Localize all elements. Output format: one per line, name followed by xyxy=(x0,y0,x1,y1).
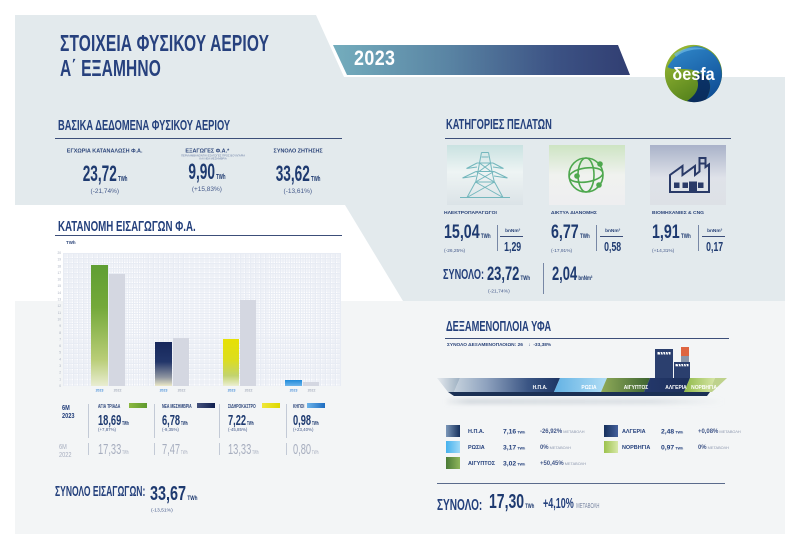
svg-text:Η.Π.Α.: Η.Π.Α. xyxy=(533,385,548,391)
svg-text:ΑΙΓΥΠΤΟΣ: ΑΙΓΥΠΤΟΣ xyxy=(624,385,649,391)
svg-text:ΝΟΡΒΗΓΙΑ: ΝΟΡΒΗΓΙΑ xyxy=(691,385,717,391)
svg-text:ΑΛΓΕΡΙΑ: ΑΛΓΕΡΙΑ xyxy=(665,385,687,391)
svg-text:δesfa: δesfa xyxy=(672,64,715,84)
svg-text:ΡΩΣΙΑ: ΡΩΣΙΑ xyxy=(581,385,596,391)
